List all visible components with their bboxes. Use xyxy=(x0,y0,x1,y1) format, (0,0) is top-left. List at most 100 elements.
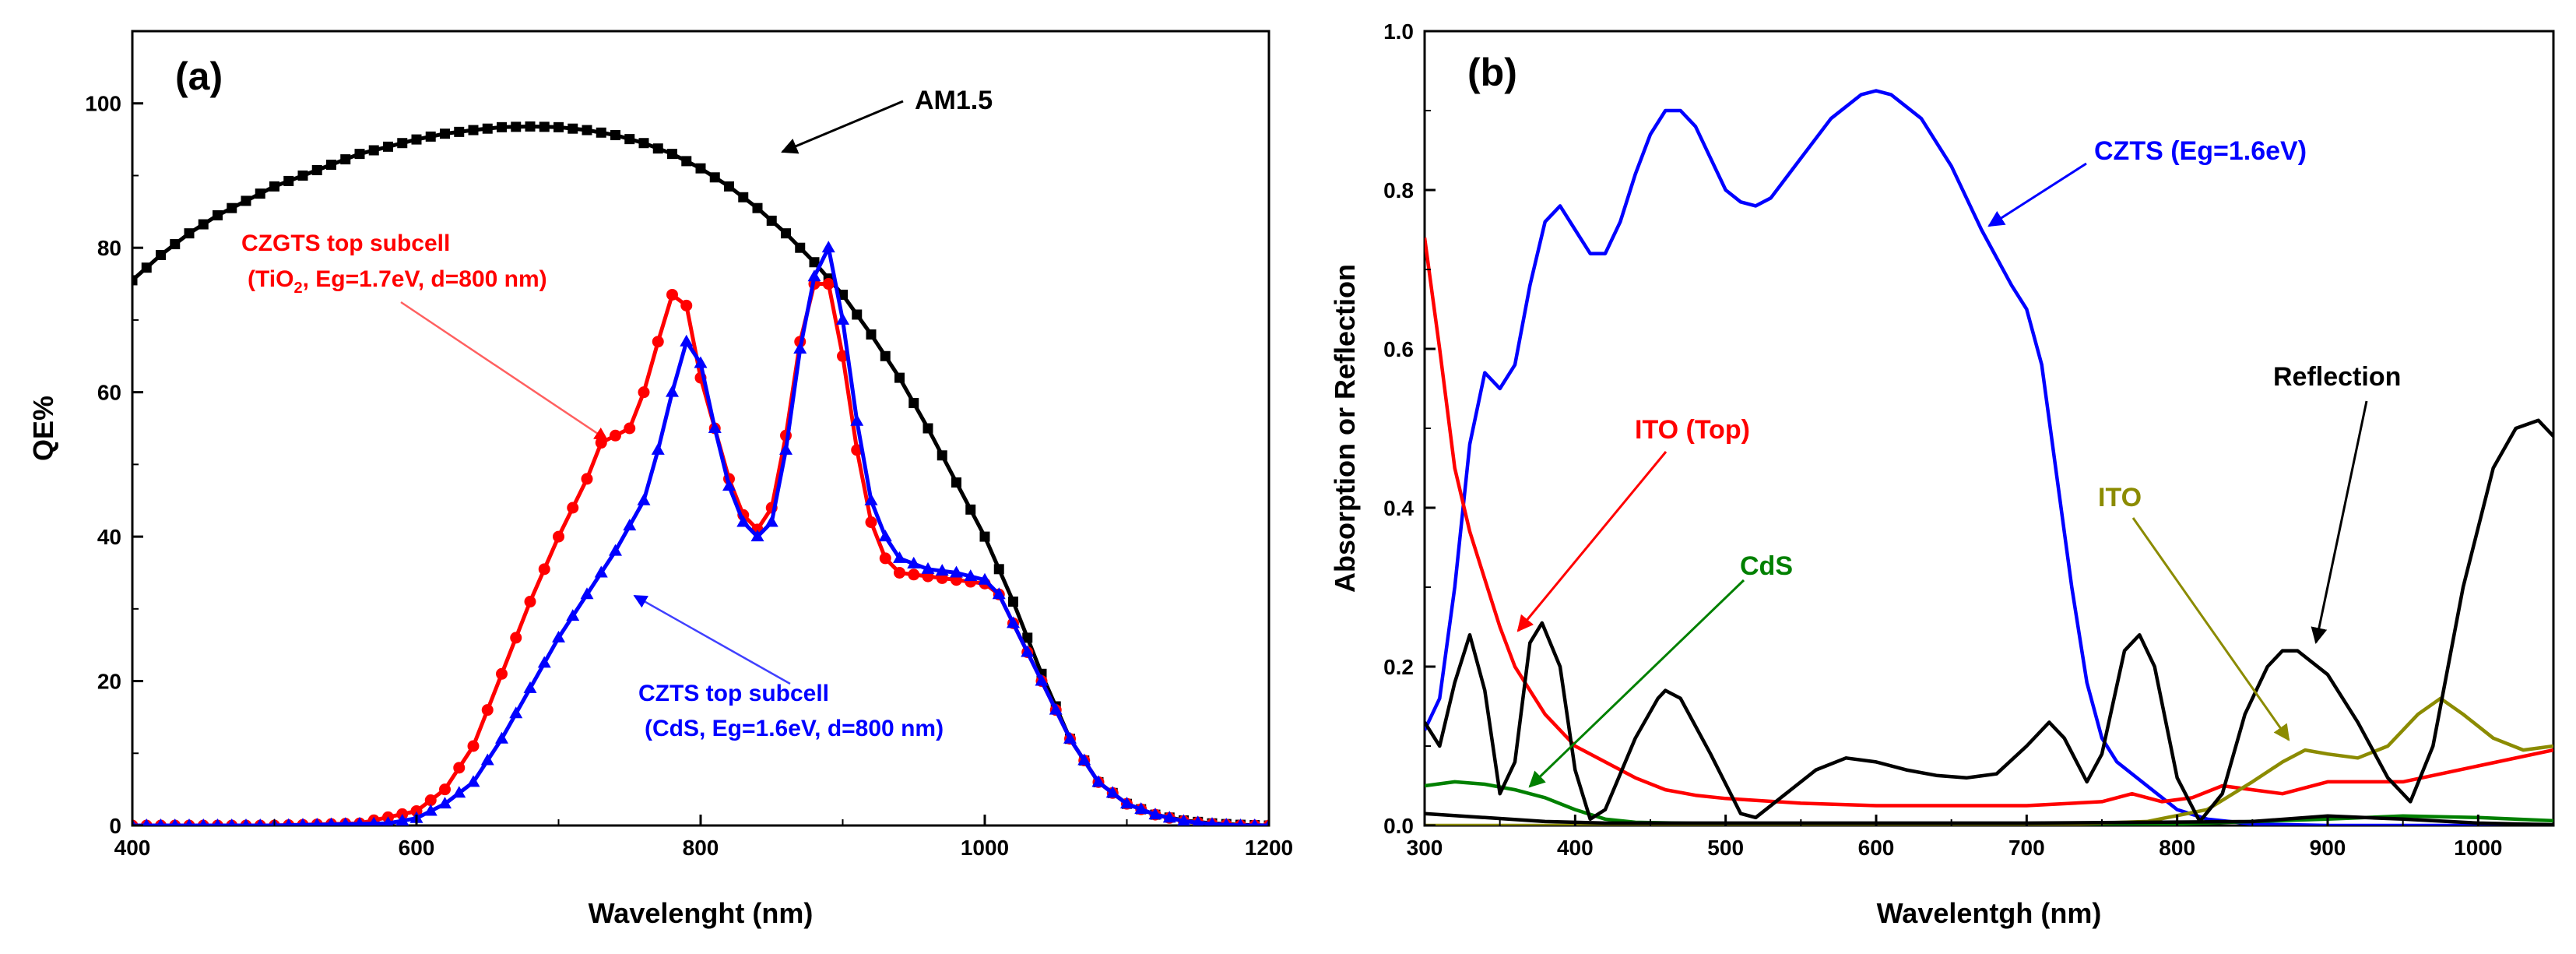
panel-a-am1-5-marker xyxy=(965,504,976,515)
panel-b-xtick-label: 600 xyxy=(1858,836,1895,860)
panel-a-czts-top-subcell-marker xyxy=(609,544,622,556)
panel-a-czts-top-subcell-marker xyxy=(1077,753,1091,766)
panel-a-czgts-top-subcell-marker xyxy=(638,386,650,399)
panel-a-am1-5-marker xyxy=(724,181,734,192)
panel-a-xtick-label: 800 xyxy=(683,836,719,860)
panel-a-czgts-top-subcell-marker xyxy=(481,704,494,716)
panel-a-czts-top-subcell-marker xyxy=(807,269,821,282)
am15-label: AM1.5 xyxy=(915,86,993,115)
panel-a-am1-5-marker xyxy=(440,128,450,139)
panel-a-czts-top-subcell-marker xyxy=(566,609,580,621)
panel-a-czts-top-subcell-marker xyxy=(836,312,849,325)
panel-a-czts-top-subcell-marker xyxy=(623,519,637,531)
panel-a-czts-top-subcell-marker xyxy=(1091,775,1105,787)
czts-label-line2: (CdS, Eg=1.6eV, d=800 nm) xyxy=(645,716,944,741)
panel-a-axes: 400 600 800 1000 1200 0 20 40 60 80 100 xyxy=(85,92,1293,860)
panel-a-czts-top-subcell-marker xyxy=(864,493,878,505)
panel-a-xtick-label: 1000 xyxy=(961,836,1009,860)
panel-a-am1-5-marker xyxy=(1008,597,1018,607)
panel-a-czts-top-subcell-marker xyxy=(480,753,494,766)
panel-a-am1-5-marker xyxy=(554,121,564,132)
panel-a-czts-top-subcell-marker xyxy=(438,797,452,809)
panel-a-am1-5-marker xyxy=(383,141,393,152)
panel-a-czgts-top-subcell-marker xyxy=(610,429,621,442)
panel-a-am1-5-marker xyxy=(596,127,606,138)
panel-a-am1-5-marker xyxy=(297,170,308,181)
panel-a-czts-top-subcell-marker xyxy=(594,565,608,578)
panel-a-am1-5-marker xyxy=(738,192,749,202)
panel-b-series-reflection-low xyxy=(1425,811,2553,826)
panel-a-czts-top-subcell-marker xyxy=(722,479,736,491)
panel-a-czts-top-subcell-marker xyxy=(354,816,365,826)
panel-a-czts-top-subcell-marker xyxy=(750,530,764,542)
panel-a-am1-5-marker xyxy=(880,350,891,361)
panel-a-am1-5-marker xyxy=(908,398,919,409)
panel-b-ytick-label: 0.6 xyxy=(1383,337,1414,361)
panel-a-am1-5-marker xyxy=(227,202,237,213)
panel-a-am1-5-marker xyxy=(156,249,166,260)
panel-a-czts-top-subcell-marker xyxy=(1250,818,1259,826)
czgts-line2-pre: (TiO xyxy=(248,266,293,292)
panel-a-ytick-label: 100 xyxy=(85,92,121,116)
panel-a-am1-5-marker xyxy=(752,202,763,213)
panel-a-czgts-top-subcell-marker xyxy=(424,794,437,807)
czts-curve-label: CZTS (Eg=1.6eV) xyxy=(2094,136,2307,166)
cds-label: CdS xyxy=(1740,551,1793,581)
panel-a-am1-5-marker xyxy=(454,126,465,137)
panel-a-czgts-top-subcell-marker xyxy=(467,740,480,752)
panel-a-czts-top-subcell-marker xyxy=(680,334,694,347)
panel-a-czts-top-subcell-marker xyxy=(736,515,750,527)
panel-a-xtick-label: 1200 xyxy=(1245,836,1293,860)
panel-a-am1-5-marker xyxy=(184,228,195,239)
panel-a-czts-top-subcell-marker xyxy=(764,515,778,527)
panel-a-am1-5-marker xyxy=(852,309,863,320)
cds-arrow xyxy=(1528,579,1745,788)
panel-a-am1-5-marker xyxy=(681,156,692,167)
panel-a-czgts-top-subcell-marker xyxy=(624,422,636,435)
panel-a-czgts-top-subcell-marker xyxy=(553,530,564,543)
panel-a-am1-5-marker xyxy=(397,138,408,149)
panel-a-czgts-top-subcell-marker xyxy=(652,336,664,348)
panel-a-czgts-top-subcell-marker xyxy=(865,516,877,529)
panel-b-ytick-label: 0.2 xyxy=(1383,655,1414,679)
panel-a-czts-top-subcell-marker xyxy=(170,818,179,826)
panel-b-series-czts-eg-1-6ev xyxy=(1425,89,2553,826)
panel-a-czts-top-subcell-marker xyxy=(326,817,336,826)
panel-a-czts-top-subcell-marker xyxy=(185,818,194,826)
panel-a-am1-5-marker xyxy=(170,239,181,250)
panel-a-am1-5-marker xyxy=(766,215,777,226)
panel-a-am1-5-marker xyxy=(269,181,279,192)
czts-label-line1: CZTS top subcell xyxy=(638,681,829,706)
panel-a-czts-top-subcell-marker xyxy=(793,342,807,354)
panel-a-czts-top-subcell-marker xyxy=(552,630,565,642)
panel-b-xtick-label: 400 xyxy=(1557,836,1594,860)
panel-b-absorption-chart: 300 400 500 600 700 800 900 1000 0.0 0.2 0.4 0.6 0.8… xyxy=(1329,19,2555,929)
panel-a-czts-top-subcell-marker xyxy=(298,818,308,826)
panel-a-am1-5-marker xyxy=(894,372,905,383)
panel-a-czts-top-subcell-marker xyxy=(368,816,379,826)
panel-a-czts-top-subcell-marker xyxy=(1120,797,1133,809)
panel-a-series-czts-top-subcell xyxy=(132,245,1269,826)
panel-a-czts-top-subcell-marker xyxy=(580,587,594,600)
panel-a-czts-top-subcell-marker xyxy=(878,530,892,542)
panel-a-czts-top-subcell-marker xyxy=(850,414,864,426)
ito-top-label: ITO (Top) xyxy=(1635,415,1750,445)
panel-a-am1-5-marker xyxy=(311,165,322,175)
panel-a-czts-top-subcell-marker xyxy=(779,442,792,455)
panel-a-czts-top-subcell-marker xyxy=(950,565,963,578)
panel-a-czgts-top-subcell-marker xyxy=(680,299,693,312)
czts-curve-arrow xyxy=(1987,162,2087,227)
panel-a-am1-5-marker xyxy=(241,195,251,206)
panel-a-am1-5-marker xyxy=(326,160,336,171)
panel-a-czgts-top-subcell-marker xyxy=(453,762,466,774)
panel-a-am1-5-marker xyxy=(695,163,706,174)
panel-b-xtick-label: 900 xyxy=(2310,836,2346,860)
panel-a-am1-5-marker xyxy=(283,175,294,186)
panel-a-am1-5-marker xyxy=(141,262,152,273)
panel-a-czts-top-subcell-marker xyxy=(1192,815,1204,826)
panel-b-ytick-label: 0.4 xyxy=(1383,496,1414,520)
panel-a-czts-top-subcell-marker xyxy=(1236,818,1245,826)
panel-a-czts-top-subcell-marker xyxy=(340,817,350,826)
panel-a-am1-5-marker xyxy=(132,275,138,286)
